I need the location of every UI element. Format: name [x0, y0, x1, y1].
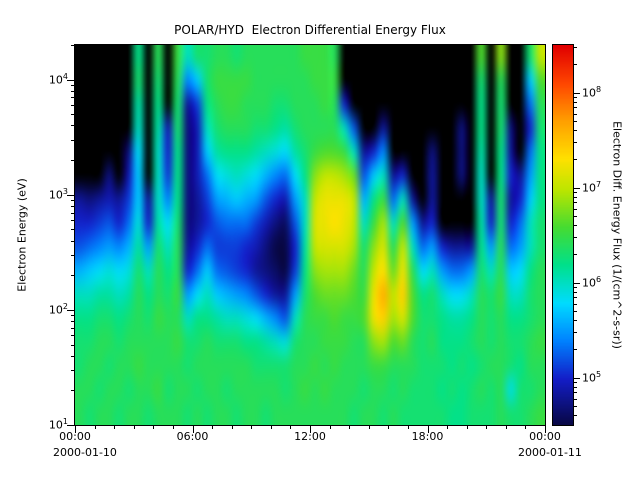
colorbar-tick-label: 107: [582, 179, 602, 195]
colorbar-canvas: [552, 44, 574, 426]
y-tick-label: 104: [48, 71, 68, 87]
y-tick-label: 102: [48, 301, 68, 317]
x-axis-end-date: 2000-01-11: [518, 446, 582, 459]
colorbar-tick-label: 108: [582, 84, 602, 100]
x-axis-start-date: 2000-01-10: [53, 446, 117, 459]
colorbar-tick-label: 106: [582, 274, 602, 290]
x-tick-label: 00:00: [529, 430, 561, 443]
x-tick-label: 12:00: [294, 430, 326, 443]
colorbar-tick-label: 105: [582, 369, 602, 385]
spectrogram-canvas: [74, 44, 546, 426]
x-tick-label: 06:00: [176, 430, 209, 443]
y-tick-label: 101: [48, 417, 68, 432]
x-tick-label: 00:00: [59, 430, 91, 443]
chart-title: POLAR/HYD Electron Differential Energy F…: [174, 23, 446, 37]
x-tick-label: 18:00: [411, 430, 444, 443]
y-tick-label: 103: [48, 186, 68, 202]
